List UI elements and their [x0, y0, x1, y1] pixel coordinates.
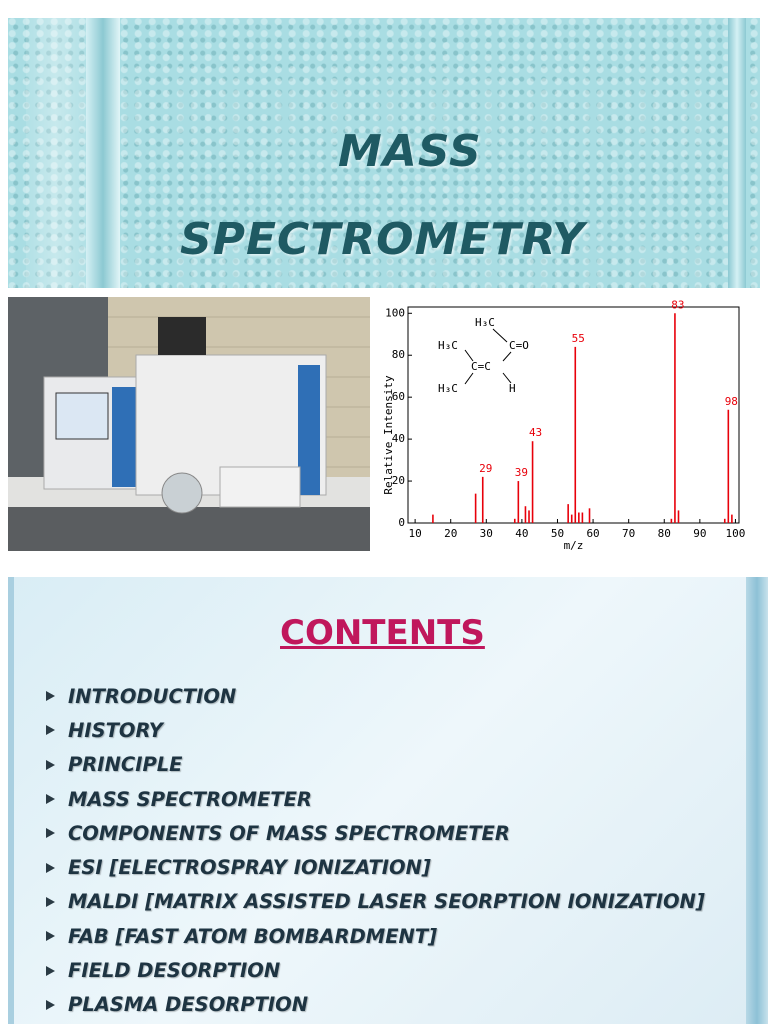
item-text: PLASMA DESORPTION	[68, 993, 309, 1017]
contents-item: HISTORY	[46, 713, 705, 747]
peak-label: 39	[515, 466, 528, 479]
y-tick-label: 0	[398, 516, 405, 529]
contents-item: ESI [ELECTROSPRAY IONIZATION]	[46, 850, 705, 884]
bullet	[46, 794, 55, 805]
bullet	[46, 896, 55, 907]
bullet	[46, 862, 55, 873]
peak-label: 43	[529, 426, 542, 439]
bullet	[46, 691, 55, 702]
peak-label: 29	[479, 462, 492, 475]
x-tick-label: 90	[693, 527, 706, 540]
plot-frame	[407, 306, 740, 524]
x-tick-label: 30	[480, 527, 493, 540]
bullet	[46, 931, 55, 942]
mass-spectrum: H₃C C=O H₃C C=C H₃C H 10 20 30 40 50 60 70 80 90…	[375, 297, 760, 551]
peak-label: 55	[572, 332, 585, 345]
vial-rack	[161, 472, 203, 514]
peak-label: 83	[671, 298, 684, 311]
x-tick-label: 80	[658, 527, 671, 540]
molecule-label: H₃C	[438, 339, 458, 352]
molecule-label: C=C	[471, 360, 491, 373]
source	[219, 466, 301, 508]
item-text: HISTORY	[68, 718, 163, 742]
item-text: FIELD DESORPTION	[68, 959, 281, 983]
contents-item: PRINCIPLE	[46, 748, 705, 782]
item-text: INTRODUCTION	[68, 684, 237, 708]
contents-slide: CONTENTS INTRODUCTION HISTORY PRINCIPLE MAS…	[8, 577, 768, 1024]
x-axis-label: m/z	[564, 539, 584, 551]
x-tick-label: 50	[551, 527, 564, 540]
blue-panel	[298, 365, 320, 495]
item-text: ESI [ELECTROSPRAY IONIZATION]	[68, 856, 431, 880]
molecule-label: H₃C	[438, 382, 458, 395]
screen	[55, 392, 109, 440]
edge	[746, 577, 768, 1024]
bullet	[46, 725, 55, 736]
contents-item: COMPONENTS OF MASS SPECTROMETER	[46, 816, 705, 850]
peak-label: 98	[725, 395, 738, 408]
monitor	[158, 317, 206, 355]
item-text: FAB [FAST ATOM BOMBARDMENT]	[68, 924, 438, 948]
item-text: COMPONENTS OF MASS SPECTROMETER	[68, 821, 510, 845]
contents-heading: CONTENTS	[280, 613, 485, 653]
bonds	[464, 328, 512, 385]
x-tick-label: 20	[444, 527, 457, 540]
molecule-label: C=O	[509, 339, 529, 352]
y-tick-label: 80	[392, 348, 405, 361]
x-tick-label: 60	[586, 527, 599, 540]
molecule-label: H₃C	[475, 316, 495, 329]
molecule-label: H	[509, 382, 516, 395]
item-text: PRINCIPLE	[68, 753, 183, 777]
contents-item: FIELD DESORPTION	[46, 953, 705, 987]
title-slide: MASS SPECTROMETRY	[8, 18, 760, 288]
bullet	[46, 759, 55, 770]
x-tick-label: 10	[408, 527, 421, 540]
contents-item: PLASMA DESORPTION	[46, 988, 705, 1022]
contents-item: MASS SPECTROMETER	[46, 782, 705, 816]
y-tick-label: 20	[392, 474, 405, 487]
contents-item: FAB [FAST ATOM BOMBARDMENT]	[46, 919, 705, 953]
contents-item: MALDI [MATRIX ASSISTED LASER SEORPTION I…	[46, 885, 705, 919]
x-tick-label: 70	[622, 527, 635, 540]
y-tick-label: 60	[392, 390, 405, 403]
x-tick-label: 100	[726, 527, 746, 540]
y-axis-label: Relative Intensity	[382, 375, 395, 495]
y-tick-label: 100	[385, 306, 405, 319]
stripe	[728, 18, 746, 288]
bullet	[46, 999, 55, 1010]
item-text: MALDI [MATRIX ASSISTED LASER SEORPTION I…	[68, 890, 705, 914]
stripe	[26, 18, 86, 288]
edge	[8, 577, 14, 1024]
contents-list: INTRODUCTION HISTORY PRINCIPLE MASS SPECTRO…	[46, 679, 705, 1022]
blue-panel	[112, 387, 136, 487]
title-line: MASS	[338, 126, 482, 177]
x-tick-label: 40	[515, 527, 528, 540]
title-line: SPECTROMETRY	[180, 214, 586, 265]
stripe	[86, 18, 120, 288]
bullet	[46, 828, 55, 839]
lab-photo	[8, 297, 370, 551]
bullet	[46, 965, 55, 976]
contents-item: INTRODUCTION	[46, 679, 705, 713]
y-tick-label: 40	[392, 432, 405, 445]
drawers	[8, 507, 370, 551]
item-text: MASS SPECTROMETER	[68, 787, 312, 811]
